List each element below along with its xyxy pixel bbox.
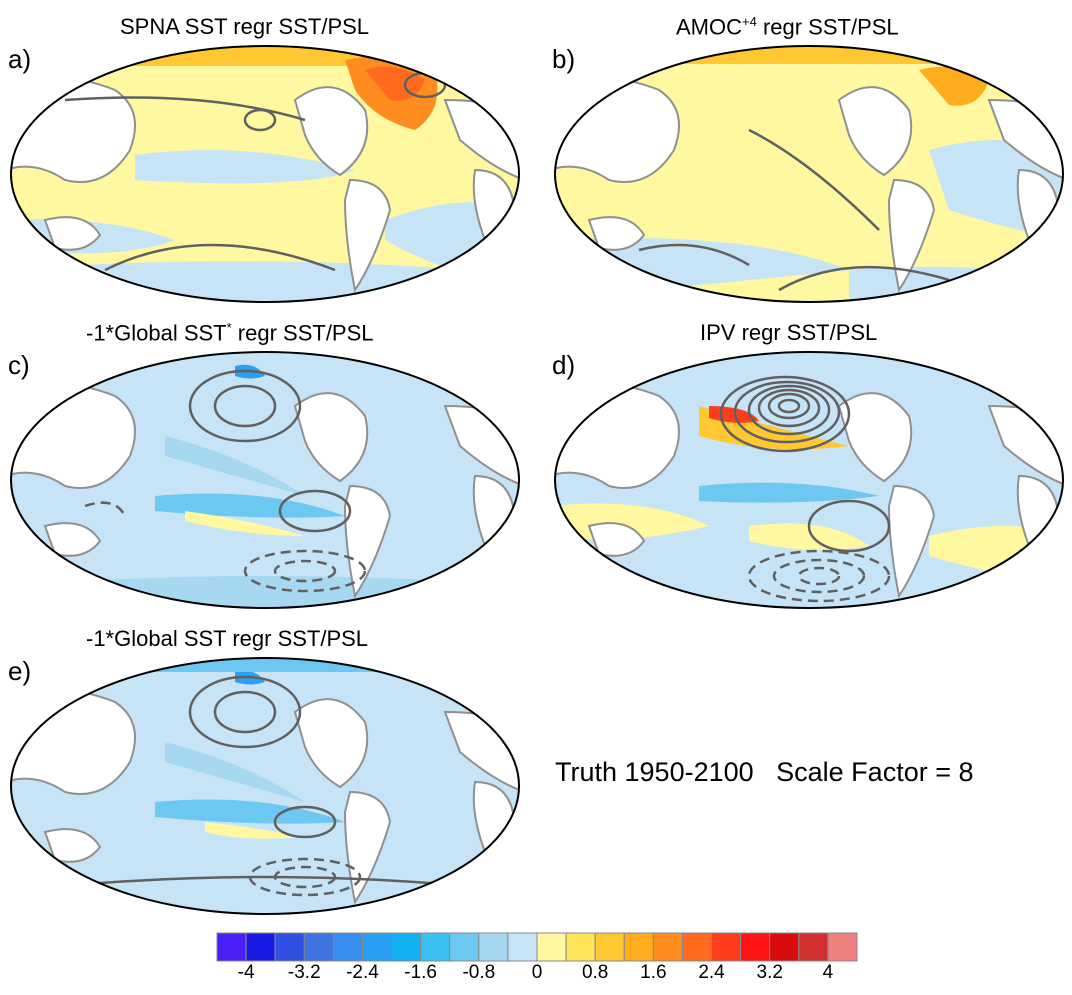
panel-title: IPV regr SST/PSL <box>700 320 878 345</box>
map-e <box>10 657 520 915</box>
colorbar-swatch <box>361 932 393 962</box>
colorbar-swatch <box>536 932 567 962</box>
colorbar-swatch <box>391 932 422 962</box>
panel-label: e) <box>8 656 32 686</box>
map-c <box>10 351 520 609</box>
map-b <box>554 45 1064 303</box>
colorbar-swatch <box>507 932 538 962</box>
panel-label: c) <box>8 350 30 380</box>
colorbar-swatch <box>303 932 334 962</box>
colorbar-tick-label: 0 <box>531 962 543 983</box>
panel-title: SPNA SST regr SST/PSL <box>120 14 370 39</box>
colorbar-swatch <box>332 932 363 962</box>
colorbar-tick-label: -2.4 <box>346 962 379 983</box>
panel-label: d) <box>552 350 576 380</box>
colorbar-swatch <box>216 932 247 962</box>
caption: Truth 1950-2100 Scale Factor = 8 <box>555 757 974 787</box>
colorbar-swatch <box>827 932 858 962</box>
panel-label: b) <box>552 44 576 74</box>
panel-title: -1*Global SST* regr SST/PSL <box>86 320 374 346</box>
colorbar-swatch <box>740 932 771 962</box>
panel-label: a) <box>8 44 32 74</box>
colorbar-swatch <box>420 932 451 962</box>
colorbar-tick-label: 1.6 <box>640 962 667 983</box>
map-d <box>554 351 1064 609</box>
colorbar <box>216 932 858 962</box>
colorbar-swatch <box>594 932 625 962</box>
colorbar-tick-label: 3.2 <box>756 962 783 983</box>
colorbar-swatch <box>274 932 305 962</box>
colorbar-swatch <box>711 932 742 962</box>
colorbar-tick-label: -0.8 <box>462 962 496 983</box>
colorbar-swatch <box>769 932 800 962</box>
colorbar-tick-label: -4 <box>237 962 255 983</box>
panel-title: -1*Global SST regr SST/PSL <box>86 626 369 651</box>
colorbar-tick-label: 2.4 <box>698 962 725 983</box>
colorbar-swatch <box>565 932 596 962</box>
colorbar-swatch <box>798 932 829 962</box>
colorbar-tick-label: 0.8 <box>581 962 609 983</box>
colorbar-swatch <box>478 932 509 962</box>
colorbar-swatch <box>681 932 713 962</box>
colorbar-swatch <box>623 932 654 962</box>
colorbar-tick-label: -3.2 <box>287 962 321 983</box>
colorbar-swatch <box>245 932 276 962</box>
colorbar-tick-label: 4 <box>822 962 834 983</box>
panel-title: AMOC+4 regr SST/PSL <box>676 14 899 40</box>
colorbar-swatch <box>449 932 480 962</box>
colorbar-tick-label: -1.6 <box>404 962 437 983</box>
map-a <box>10 45 520 303</box>
colorbar-swatch <box>652 932 683 962</box>
